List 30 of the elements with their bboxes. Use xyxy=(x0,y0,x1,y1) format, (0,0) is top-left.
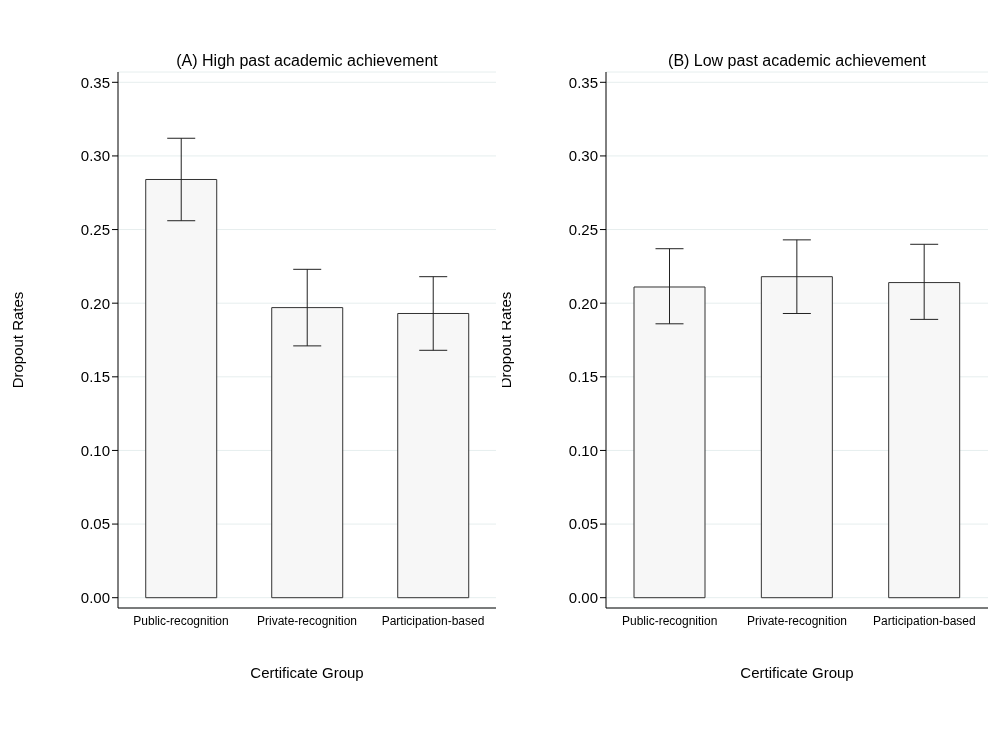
x-axis-title: Certificate Group xyxy=(250,664,364,681)
y-tick-label: 0.25 xyxy=(80,220,110,238)
bar xyxy=(271,307,344,599)
y-tick-label: 0.05 xyxy=(568,515,598,533)
y-tick-label: 0.35 xyxy=(568,73,598,91)
x-axis-title: Certificate Group xyxy=(740,664,854,681)
y-tick-label: 0.20 xyxy=(568,294,598,312)
x-tick-label: Private-recognition xyxy=(256,613,358,628)
x-tick-label: Participation-based xyxy=(381,613,485,628)
y-tick-label: 0.35 xyxy=(80,73,110,91)
y-tick-label: 0.05 xyxy=(80,515,110,533)
y-tick-label: 0.15 xyxy=(568,368,598,386)
x-tick-label: Public-recognition xyxy=(621,613,718,628)
chart-title: (B) Low past academic achievement xyxy=(667,52,927,70)
chart-title: (A) High past academic achievement xyxy=(175,52,439,70)
y-axis-title: Dropout Rates xyxy=(9,291,27,389)
y-tick-label: 0.10 xyxy=(568,441,598,459)
y-tick-label: 0.10 xyxy=(80,441,110,459)
y-tick-label: 0.00 xyxy=(568,589,598,607)
x-tick-label: Public-recognition xyxy=(133,613,229,628)
bar xyxy=(145,178,218,599)
y-tick-label: 0.30 xyxy=(568,147,598,165)
y-tick-label: 0.30 xyxy=(80,147,110,165)
bar xyxy=(397,312,470,599)
y-tick-label: 0.20 xyxy=(80,294,110,312)
y-tick-label: 0.15 xyxy=(80,368,110,386)
x-tick-label: Participation-based xyxy=(872,613,976,628)
y-tick-label: 0.00 xyxy=(80,589,110,607)
y-tick-label: 0.25 xyxy=(568,220,598,238)
x-tick-label: Private-recognition xyxy=(746,613,848,628)
